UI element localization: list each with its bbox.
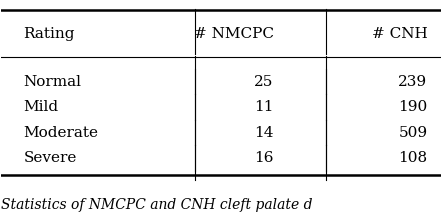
Text: 509: 509 bbox=[398, 126, 427, 139]
Text: 25: 25 bbox=[254, 75, 274, 89]
Text: # CNH: # CNH bbox=[372, 27, 427, 41]
Text: 14: 14 bbox=[254, 126, 274, 139]
Text: 11: 11 bbox=[254, 100, 274, 114]
Text: 239: 239 bbox=[398, 75, 427, 89]
Text: Rating: Rating bbox=[23, 27, 75, 41]
Text: 16: 16 bbox=[254, 151, 274, 165]
Text: Statistics of NMCPC and CNH cleft palate d: Statistics of NMCPC and CNH cleft palate… bbox=[1, 198, 313, 212]
Text: Mild: Mild bbox=[23, 100, 58, 114]
Text: 190: 190 bbox=[398, 100, 427, 114]
Text: Normal: Normal bbox=[23, 75, 81, 89]
Text: Moderate: Moderate bbox=[23, 126, 99, 139]
Text: # NMCPC: # NMCPC bbox=[194, 27, 274, 41]
Text: Severe: Severe bbox=[23, 151, 77, 165]
Text: 108: 108 bbox=[398, 151, 427, 165]
